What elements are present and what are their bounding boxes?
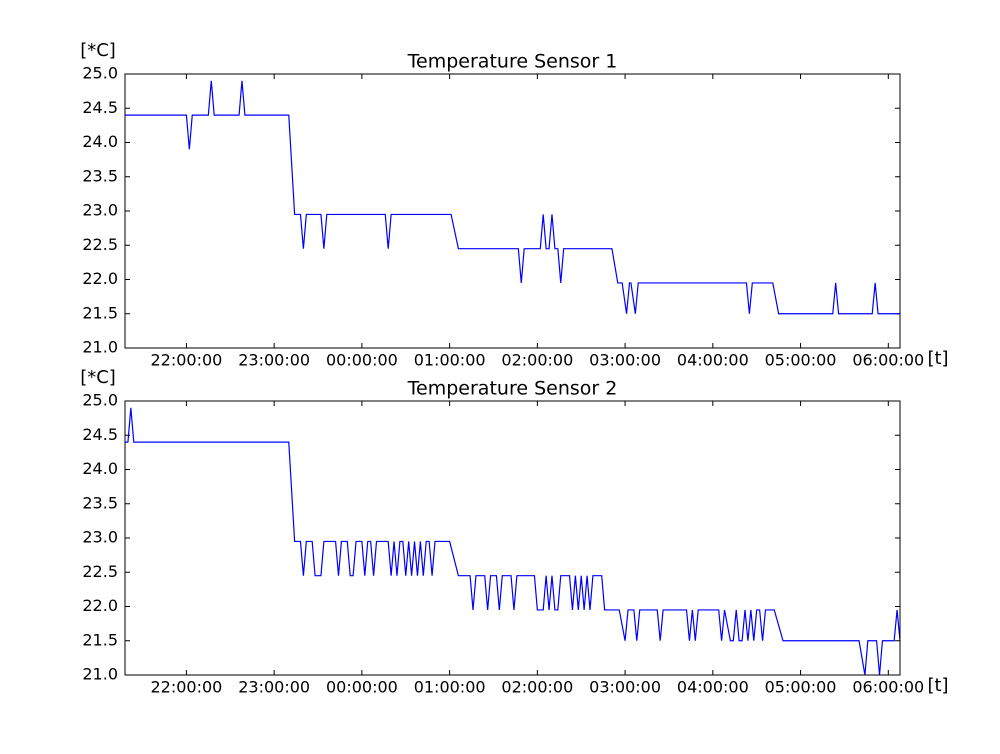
x-tick-label: 01:00:00 (414, 351, 486, 370)
data-line (125, 407, 901, 676)
y-axis-label: [*C] (80, 40, 116, 61)
x-tick-label: 03:00:00 (589, 351, 661, 370)
x-tick-label: 22:00:00 (150, 351, 222, 370)
plot-frame (124, 73, 901, 349)
y-tick-label: 21.5 (82, 303, 118, 322)
y-tick-label: 25.0 (82, 391, 118, 410)
x-tick-label: 23:00:00 (238, 678, 310, 697)
y-tick-label: 23.0 (82, 528, 118, 547)
y-tick-label: 22.5 (82, 235, 118, 254)
x-axis-label: [t] (927, 675, 948, 696)
x-axis-label: [t] (927, 348, 948, 369)
x-tick-label: 06:00:00 (852, 678, 924, 697)
y-tick-label: 23.0 (82, 201, 118, 220)
y-tick-label: 21.5 (82, 630, 118, 649)
y-tick-label: 22.5 (82, 562, 118, 581)
x-tick-label: 22:00:00 (150, 678, 222, 697)
x-tick-label: 05:00:00 (765, 678, 837, 697)
y-tick-label: 23.5 (82, 493, 118, 512)
y-tick-label: 24.5 (82, 98, 118, 117)
x-tick-label: 04:00:00 (677, 678, 749, 697)
y-tick-label: 25.0 (82, 64, 118, 83)
x-tick-label: 04:00:00 (677, 351, 749, 370)
y-tick-label: 22.0 (82, 596, 118, 615)
x-tick-label: 06:00:00 (852, 351, 924, 370)
plot-frame (124, 400, 901, 676)
x-tick-label: 02:00:00 (501, 678, 573, 697)
y-tick-label: 24.0 (82, 459, 118, 478)
y-tick-label: 22.0 (82, 269, 118, 288)
chart-title: Temperature Sensor 2 (407, 378, 618, 400)
data-line (125, 80, 900, 315)
y-tick-label: 21.0 (82, 338, 118, 357)
x-tick-label: 23:00:00 (238, 351, 310, 370)
x-tick-label: 00:00:00 (326, 351, 398, 370)
x-tick-label: 03:00:00 (589, 678, 661, 697)
x-tick-label: 05:00:00 (765, 351, 837, 370)
y-axis-label: [*C] (80, 367, 116, 388)
y-tick-label: 24.0 (82, 132, 118, 151)
y-tick-label: 24.5 (82, 425, 118, 444)
x-tick-label: 01:00:00 (414, 678, 486, 697)
y-tick-label: 21.0 (82, 665, 118, 684)
x-tick-label: 00:00:00 (326, 678, 398, 697)
x-tick-label: 02:00:00 (501, 351, 573, 370)
y-tick-label: 23.5 (82, 166, 118, 185)
chart-title: Temperature Sensor 1 (407, 51, 618, 73)
